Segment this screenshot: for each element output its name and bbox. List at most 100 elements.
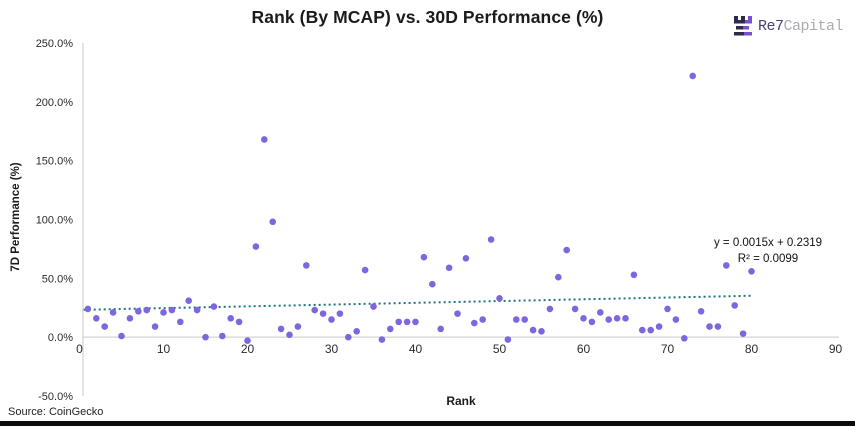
data-point	[336, 310, 344, 317]
y-tick-label: 250.0%	[36, 38, 74, 50]
x-tick-label: 10	[157, 342, 171, 356]
trendline	[83, 294, 752, 311]
data-point	[521, 316, 528, 323]
data-point	[361, 266, 369, 274]
data-point	[555, 273, 562, 281]
data-point	[395, 318, 403, 326]
data-point	[126, 315, 134, 322]
data-point	[563, 246, 570, 254]
data-point	[471, 319, 478, 327]
data-point	[622, 315, 629, 322]
data-point	[739, 330, 747, 337]
logo-wordmark: Re7Capital	[757, 17, 844, 35]
data-point	[219, 332, 226, 340]
re7-capital-logo: Re7Capital	[733, 16, 844, 36]
data-point	[437, 325, 445, 333]
data-point	[84, 305, 92, 313]
data-point	[319, 310, 327, 317]
data-point	[345, 333, 352, 341]
data-point	[101, 323, 108, 330]
data-point	[513, 316, 520, 323]
data-point	[613, 315, 621, 322]
data-point	[185, 297, 192, 304]
trendline-r2: R² = 0.0099	[737, 253, 799, 265]
x-axis-title: Rank	[446, 394, 476, 408]
logo-suffix-text: Capital	[783, 17, 843, 35]
data-point	[277, 325, 285, 333]
y-tick-label: 200.0%	[36, 97, 74, 109]
data-point	[689, 72, 696, 80]
data-point	[496, 295, 503, 302]
data-point	[202, 333, 209, 341]
data-point	[210, 303, 218, 310]
data-point	[462, 255, 470, 262]
data-point	[580, 315, 587, 322]
data-point	[261, 136, 268, 143]
data-point	[487, 236, 495, 243]
data-point	[571, 305, 579, 313]
data-point	[748, 267, 755, 275]
y-tick-label: 0.0%	[48, 332, 73, 344]
x-tick-label: 0	[76, 342, 83, 356]
data-point	[311, 306, 319, 314]
y-axis-title: 7D Performance (%)	[10, 162, 22, 272]
data-point	[706, 323, 713, 330]
data-point	[135, 307, 142, 315]
x-tick-label: 30	[325, 342, 339, 356]
data-point	[529, 326, 537, 334]
data-point	[286, 331, 293, 339]
data-point	[697, 307, 705, 315]
data-point	[303, 262, 310, 269]
data-point	[630, 271, 638, 279]
chart-title: Rank (By MCAP) vs. 30D Performance (%)	[251, 7, 604, 27]
data-point	[403, 318, 411, 326]
y-tick-label: 50.0%	[42, 273, 73, 285]
data-point	[370, 303, 377, 310]
x-tick-label: 80	[745, 342, 759, 356]
trendline-annotation: y = 0.0015x + 0.2319 R² = 0.0099	[703, 235, 833, 267]
data-point	[714, 323, 722, 330]
data-point	[193, 306, 201, 314]
data-point	[387, 325, 394, 333]
data-point	[294, 323, 302, 330]
data-point	[235, 318, 243, 326]
data-point	[538, 327, 545, 335]
bottom-divider-bar	[0, 421, 855, 426]
source-caption: Source: CoinGecko	[8, 406, 104, 418]
data-point	[420, 253, 428, 261]
data-point	[597, 309, 604, 316]
logo-brand-text: Re7	[757, 17, 784, 35]
x-tick-label: 60	[577, 342, 591, 356]
y-tick-label: 100.0%	[36, 215, 74, 227]
data-point	[454, 310, 461, 317]
data-point	[118, 332, 125, 340]
x-tick-label: 20	[241, 342, 255, 356]
data-point	[546, 305, 554, 313]
y-tick-label: 150.0%	[36, 156, 74, 168]
data-point	[177, 318, 184, 326]
data-point	[429, 280, 436, 288]
data-point	[269, 218, 277, 226]
x-tick-label: 50	[493, 342, 507, 356]
data-point	[227, 315, 234, 322]
data-point	[143, 306, 150, 314]
data-point	[252, 243, 260, 250]
data-point	[605, 316, 612, 323]
data-point	[681, 335, 688, 342]
data-point	[647, 326, 654, 334]
x-tick-label: 40	[409, 342, 423, 356]
data-point	[504, 336, 512, 343]
data-point	[168, 306, 176, 314]
data-point	[664, 305, 671, 313]
data-point	[655, 323, 663, 330]
trendline-equation: y = 0.0015x + 0.2319	[713, 237, 823, 249]
data-point	[639, 326, 646, 334]
data-point	[412, 318, 419, 326]
data-point	[109, 309, 117, 316]
re7-logo-icon	[733, 16, 752, 36]
data-point	[160, 309, 167, 316]
data-point	[151, 323, 159, 330]
data-point	[353, 327, 361, 335]
